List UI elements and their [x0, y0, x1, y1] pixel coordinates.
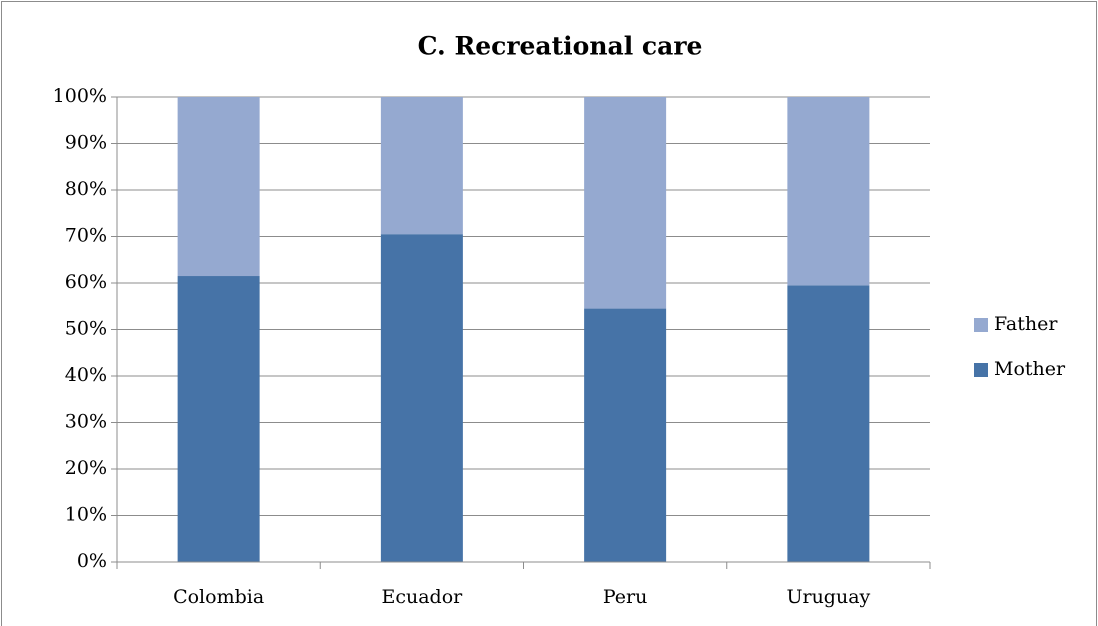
- y-tick-label: 90%: [65, 132, 107, 154]
- bar-segment: [584, 97, 667, 309]
- legend-swatch: [974, 318, 988, 332]
- y-tick-label: 20%: [65, 457, 107, 479]
- y-tick-label: 0%: [77, 550, 107, 572]
- y-tick-label: 40%: [65, 364, 107, 386]
- y-tick-label: 70%: [65, 225, 107, 247]
- x-tick-label: Colombia: [173, 586, 264, 608]
- bar-segment: [787, 285, 870, 562]
- y-tick-label: 10%: [65, 504, 107, 526]
- y-tick-label: 80%: [65, 178, 107, 200]
- x-tick-label: Ecuador: [381, 586, 463, 608]
- legend-label: Mother: [994, 358, 1066, 380]
- bar-segment: [787, 97, 870, 286]
- legend-label: Father: [994, 313, 1058, 335]
- y-tick-label: 50%: [65, 318, 107, 340]
- chart-title: C. Recreational care: [418, 32, 703, 61]
- bar-segment: [380, 97, 463, 235]
- bar-segment: [584, 308, 667, 562]
- bar-segment: [177, 276, 260, 562]
- y-tick-label: 100%: [53, 85, 107, 107]
- bar-segment: [380, 234, 463, 563]
- x-tick-label: Uruguay: [786, 586, 870, 608]
- bar-segment: [177, 97, 260, 277]
- x-tick-label: Peru: [603, 586, 648, 608]
- y-tick-label: 60%: [65, 271, 107, 293]
- legend-swatch: [974, 363, 988, 377]
- y-tick-label: 30%: [65, 411, 107, 433]
